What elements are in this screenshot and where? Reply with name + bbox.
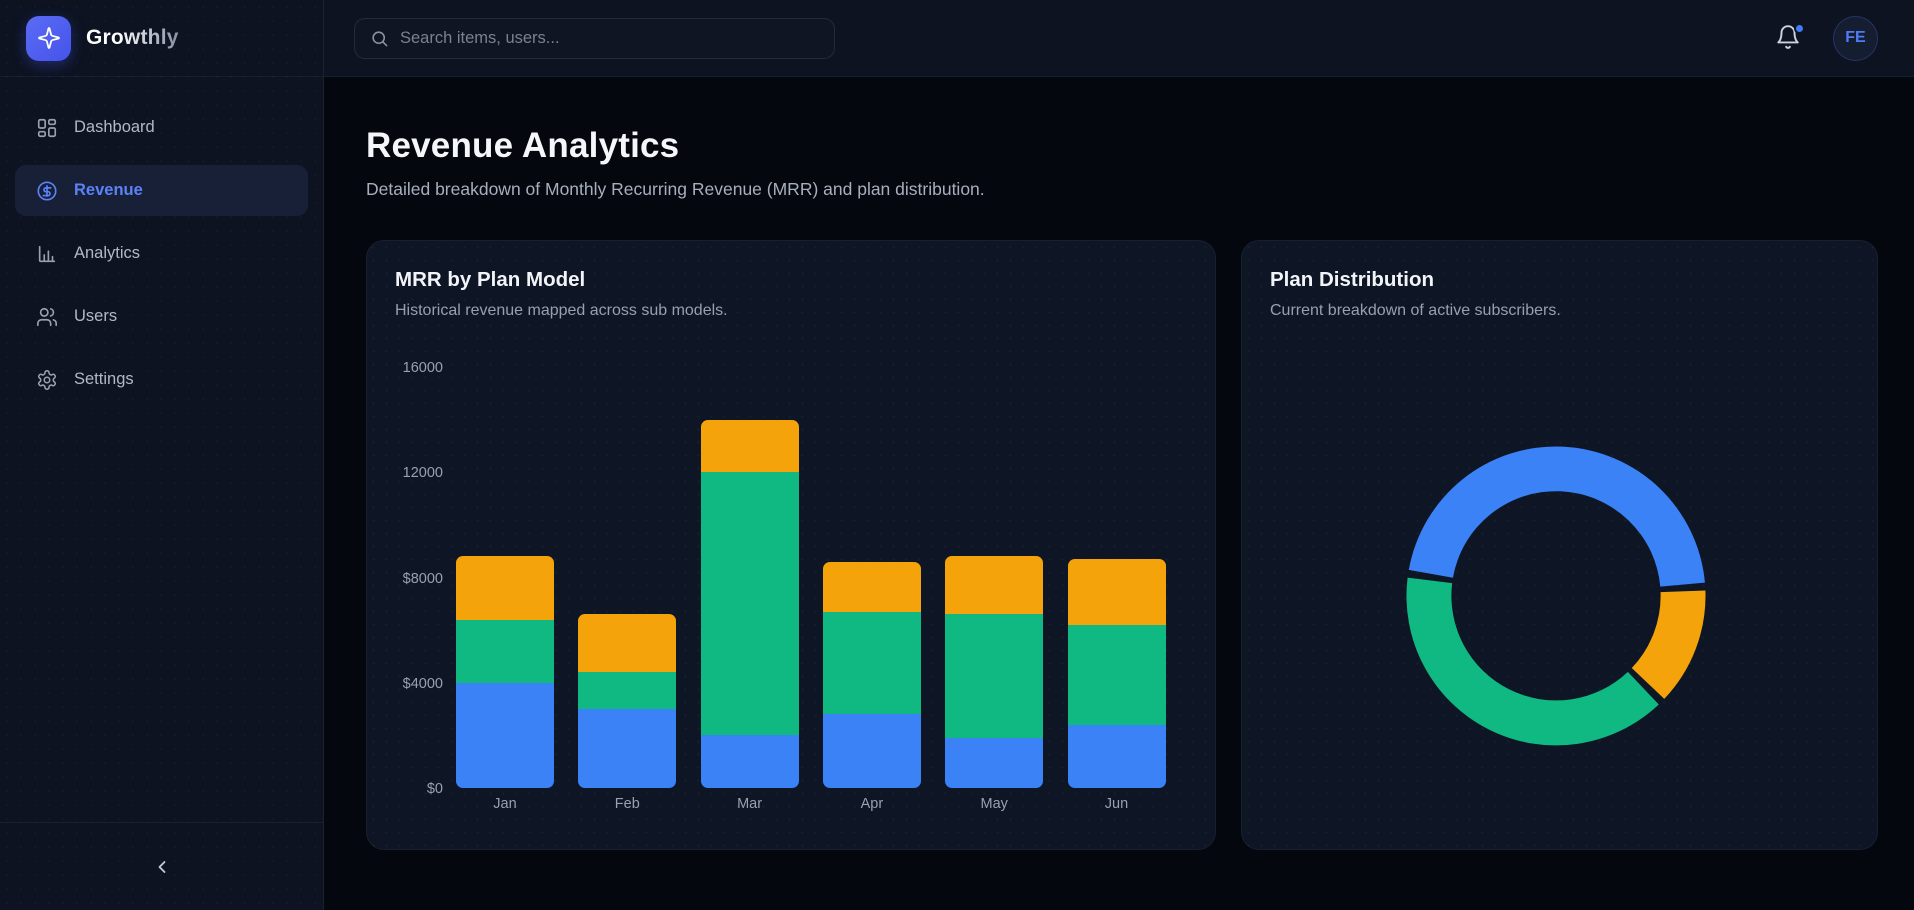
- y-tick-label: 16000: [402, 360, 443, 376]
- sidebar-item-settings[interactable]: Settings: [15, 354, 308, 405]
- mrr-card: MRR by Plan Model Historical revenue map…: [366, 240, 1216, 850]
- main-content: Revenue Analytics Detailed breakdown of …: [324, 77, 1914, 910]
- notifications-button[interactable]: [1775, 23, 1805, 52]
- donut-segment-orange[interactable]: [1631, 590, 1706, 699]
- sidebar-item-dashboard[interactable]: Dashboard: [15, 102, 308, 153]
- bar-segment-green: [456, 619, 554, 683]
- y-tick-label: $8000: [402, 570, 443, 587]
- stacked-bar-jan[interactable]: [456, 556, 554, 788]
- x-tick-label: May: [980, 796, 1008, 812]
- page-title: Revenue Analytics: [366, 126, 680, 165]
- cards-row: MRR by Plan Model Historical revenue map…: [366, 240, 1878, 850]
- stacked-bar-apr[interactable]: [822, 561, 921, 788]
- y-tick-label: 12000: [402, 465, 443, 482]
- x-tick-label: Feb: [614, 796, 640, 812]
- bar-segment-green: [578, 672, 677, 710]
- bar-segment-green: [822, 611, 921, 715]
- sparkle-icon: [26, 15, 71, 61]
- mrr-card-subtitle: Historical revenue mapped across sub mod…: [395, 302, 728, 319]
- dashboard-grid-icon: [36, 117, 58, 139]
- bar-segment-blue: [1067, 724, 1166, 788]
- dollar-circle-icon: [36, 180, 58, 202]
- y-axis-labels: $0 $4000 $8000 12000 16000: [395, 360, 443, 797]
- stacked-bar-mar[interactable]: [700, 419, 799, 788]
- notification-badge: [1794, 23, 1805, 34]
- bar-chart-icon: [36, 243, 58, 265]
- bar-segment-blue: [456, 682, 554, 788]
- mrr-bar-chart: $0 $4000 $8000 12000 16000 Jan Feb Mar Apr May Ju…: [395, 360, 1185, 812]
- x-tick-label: Apr: [860, 796, 884, 812]
- search-box[interactable]: [354, 17, 835, 59]
- bar-segment-blue: [578, 709, 677, 788]
- sidebar-item-label: Users: [74, 307, 118, 325]
- avatar[interactable]: FE: [1833, 15, 1878, 61]
- y-tick-label: $4000: [402, 675, 443, 692]
- bar-segment-orange: [700, 419, 799, 473]
- sidebar-footer: [0, 822, 323, 910]
- sidebar-item-label: Revenue: [74, 181, 143, 199]
- plan-distribution-card: Plan Distribution Current breakdown of a…: [1241, 240, 1878, 850]
- bar-segment-green: [700, 472, 799, 736]
- right-column: FE Revenue Analytics Detailed breakdown …: [324, 0, 1914, 910]
- sidebar-item-label: Settings: [74, 370, 134, 388]
- stacked-bar-feb[interactable]: [578, 614, 677, 788]
- donut-chart-svg: [1406, 446, 1706, 746]
- bar-segment-orange: [945, 556, 1044, 615]
- donut-segment-blue[interactable]: [1408, 446, 1705, 587]
- search-icon: [372, 30, 388, 46]
- stacked-bar-jun[interactable]: [1067, 559, 1166, 788]
- mrr-card-title: MRR by Plan Model: [395, 268, 586, 291]
- plan-card-title: Plan Distribution: [1270, 268, 1434, 291]
- bar-segment-green: [945, 614, 1044, 738]
- bar-segment-green: [1067, 624, 1166, 725]
- search-input[interactable]: [400, 28, 819, 48]
- sidebar-item-revenue[interactable]: Revenue: [15, 165, 308, 216]
- bar-segment-orange: [822, 561, 921, 612]
- bell-icon: [1777, 25, 1799, 49]
- x-tick-label: Jan: [493, 796, 517, 812]
- users-icon: [36, 306, 58, 328]
- plan-card-subtitle: Current breakdown of active subscribers.: [1270, 302, 1561, 319]
- x-tick-label: Mar: [737, 796, 763, 812]
- gear-icon: [36, 369, 58, 391]
- brand-header: Growthly: [0, 0, 323, 77]
- sidebar-item-label: Analytics: [74, 244, 141, 262]
- sidebar-nav: Dashboard Revenue Analytics Users Settings: [0, 77, 323, 822]
- donut-segment-green[interactable]: [1406, 577, 1659, 746]
- sidebar: Growthly Dashboard Revenue Analytics Users S…: [0, 0, 324, 910]
- sidebar-collapse-button[interactable]: [143, 848, 181, 886]
- bar-segment-blue: [945, 737, 1044, 788]
- bar-chart-plot: Jan Feb Mar Apr May Jun: [456, 367, 1172, 812]
- bar-segment-blue: [700, 735, 799, 788]
- sidebar-item-label: Dashboard: [74, 118, 155, 136]
- bar-segment-orange: [1067, 559, 1166, 625]
- bar-segment-blue: [822, 714, 921, 788]
- stacked-bar-may[interactable]: [945, 556, 1044, 788]
- x-tick-label: Jun: [1104, 796, 1129, 812]
- chevron-left-icon: [152, 857, 172, 877]
- sidebar-item-users[interactable]: Users: [15, 291, 308, 342]
- bar-segment-orange: [578, 614, 677, 673]
- brand-name: Growthly: [86, 26, 179, 49]
- sidebar-item-analytics[interactable]: Analytics: [15, 228, 308, 279]
- y-tick-label: $0: [426, 781, 443, 797]
- topbar: FE: [324, 0, 1914, 77]
- bar-segment-orange: [456, 556, 554, 620]
- page-subtitle: Detailed breakdown of Monthly Recurring …: [366, 179, 985, 199]
